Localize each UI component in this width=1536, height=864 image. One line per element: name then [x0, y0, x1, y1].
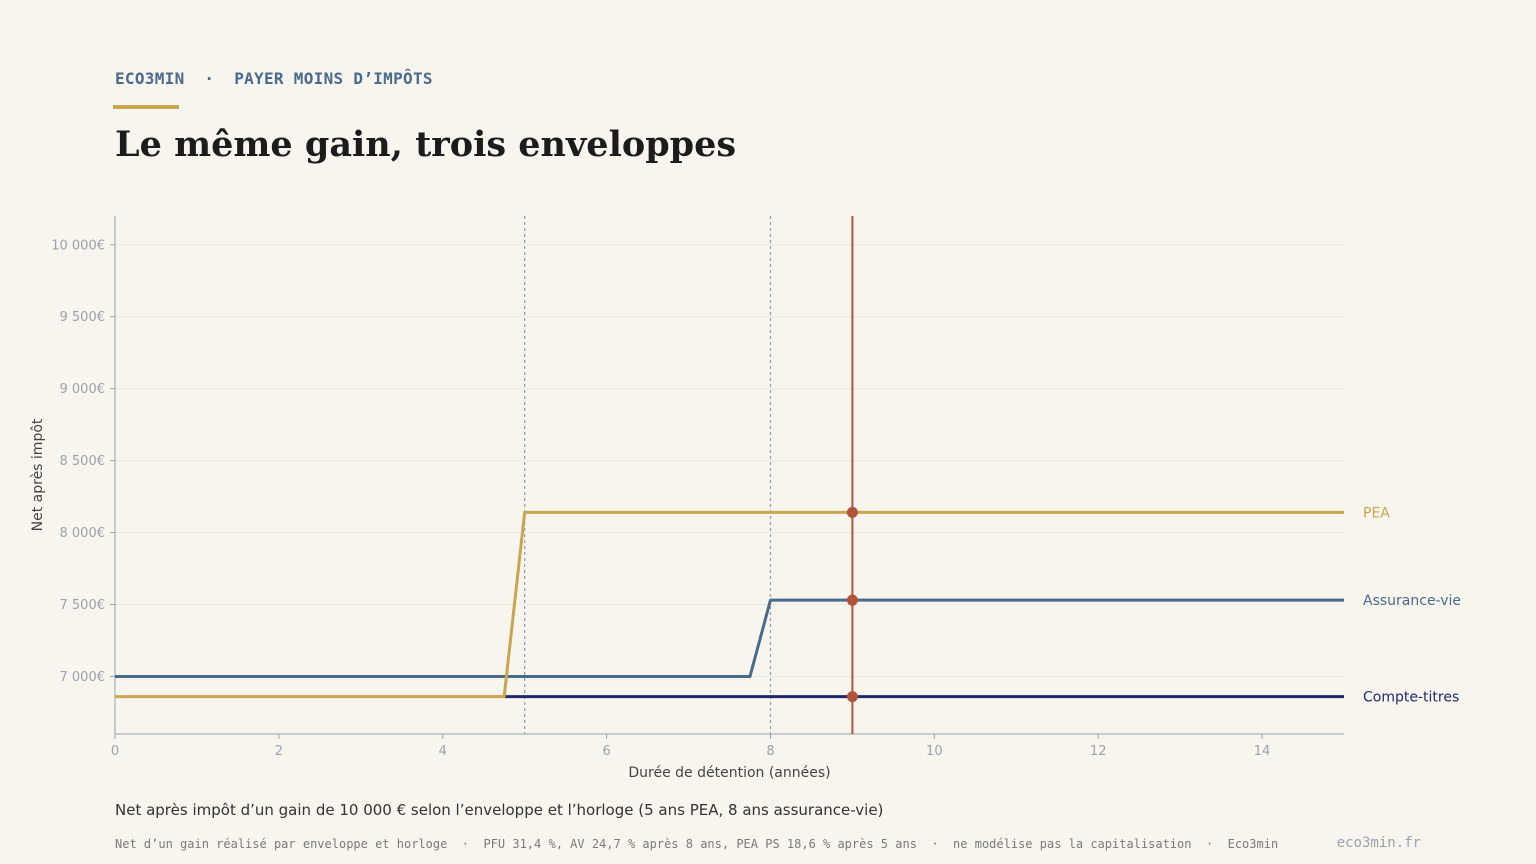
- series-label-compte-titres: Compte-titres: [1363, 690, 1459, 706]
- kicker: ECO3MIN · PAYER MOINS D’IMPÔTS: [115, 69, 433, 88]
- x-tick-label: 14: [1254, 744, 1271, 759]
- x-tick-label: 2: [275, 744, 283, 759]
- marker-pea: [846, 506, 858, 518]
- x-tick-label: 8: [766, 744, 774, 759]
- series-line-pea: [115, 510, 1344, 699]
- series-label-pea: PEA: [1363, 505, 1390, 521]
- footnote: Net d’un gain réalisé par enveloppe et h…: [115, 837, 1279, 851]
- y-tick-label: 7 500€: [60, 598, 106, 613]
- y-tick-label: 8 000€: [60, 526, 106, 541]
- marker-assurance-vie: [846, 594, 858, 606]
- kicker-rule: [113, 105, 179, 109]
- series-line-assurance-vie: [115, 598, 1344, 678]
- y-axis-label: Net après impôt: [30, 418, 46, 531]
- y-tick-label: 10 000€: [51, 238, 105, 253]
- x-tick-label: 0: [111, 744, 119, 759]
- y-tick-label: 8 500€: [60, 454, 106, 469]
- y-tick-label: 9 500€: [60, 310, 106, 325]
- x-axis-label: Durée de détention (années): [628, 765, 830, 781]
- y-tick-label: 9 000€: [60, 382, 106, 397]
- marker-compte-titres: [846, 691, 858, 703]
- site-url: eco3min.fr: [1336, 835, 1421, 851]
- x-tick-label: 10: [926, 744, 943, 759]
- chart-subtitle: Net après impôt d’un gain de 10 000 € se…: [115, 801, 884, 819]
- series-label-assurance-vie: Assurance-vie: [1363, 593, 1461, 609]
- y-tick-label: 7 000€: [60, 670, 106, 685]
- x-tick-label: 6: [602, 744, 610, 759]
- page-title: Le même gain, trois enveloppes: [115, 124, 737, 165]
- x-tick-label: 12: [1090, 744, 1107, 759]
- x-tick-label: 4: [439, 744, 447, 759]
